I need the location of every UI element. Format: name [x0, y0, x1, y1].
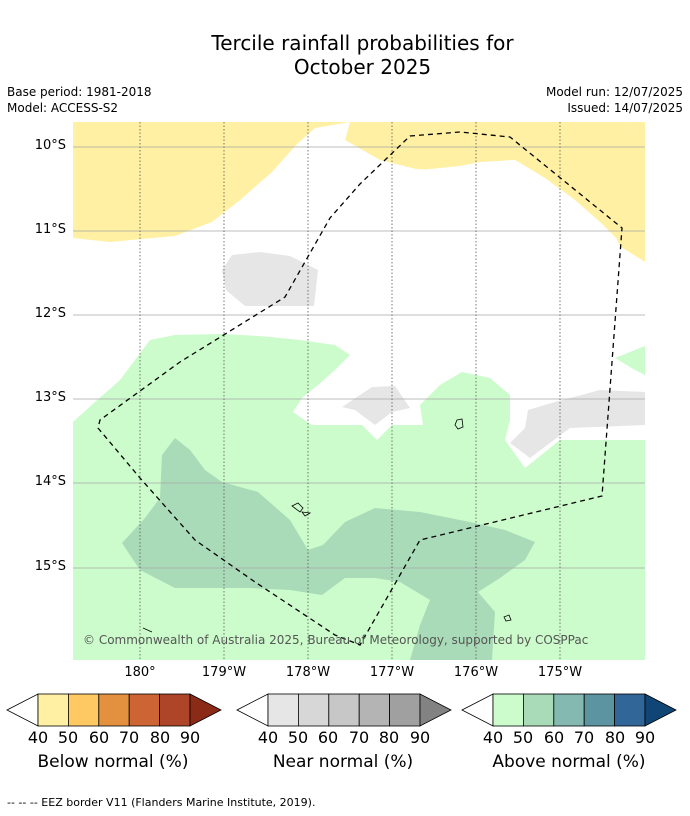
lat-label: 13°S — [34, 390, 66, 405]
map-area — [73, 122, 645, 660]
colorbar-near — [236, 693, 452, 727]
chart-title: Tercile rainfall probabilities for Octob… — [0, 31, 690, 79]
below-normal-region — [73, 122, 645, 242]
near-normal-region-3 — [510, 390, 645, 458]
tick-label: 90 — [409, 728, 431, 747]
model-name: Model: ACCESS-S2 — [7, 101, 119, 115]
above-normal-region-east — [615, 346, 645, 375]
tick-label: 60 — [317, 728, 339, 747]
colorbar-extend-high — [189, 693, 222, 727]
colorbar-segment — [492, 693, 524, 727]
tick-label: 70 — [118, 728, 140, 747]
colorbars — [6, 693, 677, 727]
colorbar-extend-low — [6, 693, 39, 727]
tick-label: 60 — [543, 728, 565, 747]
lon-label: 179°W — [201, 665, 247, 680]
lon-label: 176°W — [453, 665, 499, 680]
island-shape — [454, 418, 464, 430]
tick-label: 50 — [287, 728, 309, 747]
lon-label: 175°W — [537, 665, 583, 680]
lat-label: 11°S — [34, 222, 66, 237]
colorbar-extend-low — [461, 693, 494, 727]
island-shape — [142, 627, 153, 633]
island-shape — [503, 614, 512, 622]
tick-label: 60 — [88, 728, 110, 747]
colorbar-segment — [159, 693, 191, 727]
copyright-notice: © Commonwealth of Australia 2025, Bureau… — [83, 633, 589, 647]
tick-label: 40 — [482, 728, 504, 747]
tick-label: 80 — [604, 728, 626, 747]
model-run: Model run: 12/07/2025 — [545, 85, 683, 99]
lat-label: 12°S — [34, 306, 66, 321]
above-normal-50-region — [122, 438, 535, 660]
tick-label: 90 — [179, 728, 201, 747]
colorbar-segment — [128, 693, 160, 727]
colorbar-segment — [553, 693, 585, 727]
tick-label: 80 — [378, 728, 400, 747]
base-period: Base period: 1981-2018 — [7, 85, 152, 99]
tick-label: 80 — [149, 728, 171, 747]
colorbar-segment — [297, 693, 330, 727]
colorbar-extend-high — [644, 693, 677, 727]
meta-right: Model run: 12/07/2025 Issued: 14/07/2025 — [546, 84, 683, 116]
colorbar-extend-high — [419, 693, 452, 727]
colorbar-extend-low — [236, 693, 269, 727]
below-normal-region-east — [345, 122, 645, 262]
colorbar-segment — [68, 693, 100, 727]
lat-label: 10°S — [34, 138, 66, 153]
tick-label: 40 — [27, 728, 49, 747]
near-normal-region-2 — [342, 386, 410, 425]
near-normal-title: Near normal (%) — [272, 752, 414, 772]
title-line-2: October 2025 — [293, 55, 432, 79]
lon-gridlines — [139, 122, 561, 660]
eez-footnote: -- -- -- EEZ border V11 (Flanders Marine… — [7, 796, 316, 809]
meta-left: Base period: 1981-2018 Model: ACCESS-S2 — [7, 84, 152, 116]
colorbar-segment — [267, 693, 299, 727]
colorbar-segment — [523, 693, 555, 727]
issued-date: Issued: 14/07/2025 — [567, 101, 683, 115]
island-shape — [301, 511, 312, 517]
near-normal-region-1 — [222, 252, 318, 306]
islands — [142, 418, 512, 633]
lon-label: 177°W — [369, 665, 415, 680]
lon-label: 180° — [124, 665, 156, 680]
tick-label: 70 — [348, 728, 370, 747]
below-normal-title: Below normal (%) — [37, 752, 189, 772]
colorbar-segment — [614, 693, 646, 727]
above-normal-title: Above normal (%) — [492, 752, 646, 772]
lat-label: 15°S — [34, 559, 66, 574]
eez-border — [97, 131, 623, 646]
tick-label: 40 — [257, 728, 279, 747]
colorbar-above — [461, 693, 677, 727]
colorbar-below — [6, 693, 222, 727]
tick-label: 50 — [57, 728, 79, 747]
colorbar-segment — [389, 693, 421, 727]
tick-label: 50 — [512, 728, 534, 747]
island-shape — [291, 502, 304, 513]
tick-label: 70 — [573, 728, 595, 747]
title-line-1: Tercile rainfall probabilities for — [211, 31, 514, 55]
colorbar-segment — [98, 693, 130, 727]
tick-label: 90 — [634, 728, 656, 747]
colorbar-segment — [358, 693, 391, 727]
lat-label: 14°S — [34, 474, 66, 489]
colorbar-segment — [328, 693, 360, 727]
colorbar-segment — [37, 693, 69, 727]
lat-gridlines — [73, 146, 645, 569]
lon-label: 178°W — [285, 665, 331, 680]
colorbar-segment — [583, 693, 616, 727]
